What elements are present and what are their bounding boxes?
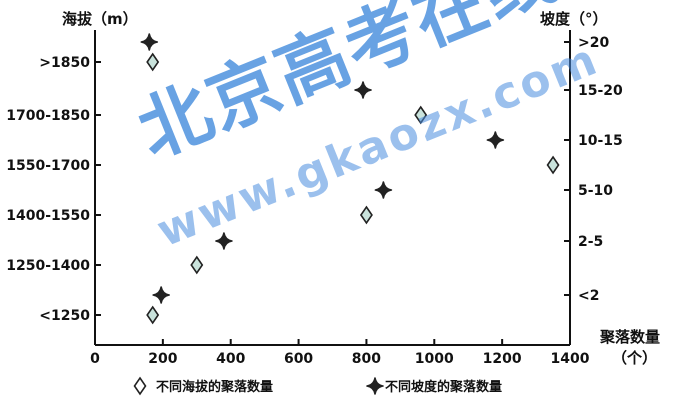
point-slope-2-5 <box>215 232 233 250</box>
point-altitude-1550-1700 <box>546 155 560 175</box>
y-right-tick-label: >20 <box>578 35 609 51</box>
legend-label: 不同坡度的聚落数量 <box>385 379 502 395</box>
legend-cross-marker <box>366 377 384 395</box>
point-altitude->1850 <box>146 52 160 72</box>
legend-diamond-marker <box>133 376 147 396</box>
y-left-tick-label: <1250 <box>39 308 90 324</box>
x-tick-label: 0 <box>90 351 100 367</box>
y-left-tick-label: 1400-1550 <box>6 208 90 224</box>
point-slope-10-15 <box>486 131 505 149</box>
point-slope-15-20 <box>354 81 372 99</box>
point-altitude-<1250 <box>146 305 160 325</box>
y-right-tick-label: 5-10 <box>578 183 613 199</box>
legend-label: 不同海拔的聚落数量 <box>156 379 273 395</box>
y-left-tick-label: 1700-1850 <box>6 108 90 124</box>
y-right-tick-label: <2 <box>578 288 599 304</box>
x-axis-unit: （个） <box>612 349 657 367</box>
y-right-tick-label: 10-15 <box>578 133 623 149</box>
x-tick-label: 1200 <box>483 351 522 367</box>
x-tick-label: 600 <box>284 351 313 367</box>
x-tick-label: 1000 <box>415 351 454 367</box>
y-left-tick-label: >1850 <box>39 55 90 71</box>
y-left-tick-label: 1550-1700 <box>6 158 90 174</box>
x-tick-label: 400 <box>216 351 245 367</box>
y-left-tick-label: 1250-1400 <box>6 258 90 274</box>
point-altitude-1400-1550 <box>359 205 373 225</box>
x-tick-label: 800 <box>352 351 381 367</box>
x-tick-label: 200 <box>148 351 177 367</box>
point-altitude-1700-1850 <box>414 105 428 125</box>
point-slope-<2 <box>152 286 170 304</box>
x-axis-title: 聚落数量 <box>599 328 660 346</box>
x-tick-label: 1400 <box>551 351 590 367</box>
point-altitude-1250-1400 <box>190 255 204 275</box>
point-slope->20 <box>140 33 159 51</box>
y-right-tick-label: 2-5 <box>578 234 603 250</box>
y-right-tick-label: 15-20 <box>578 83 623 99</box>
y-left-axis-title: 海拔（m） <box>62 10 138 28</box>
y-right-axis-title: 坡度（°） <box>540 10 608 28</box>
point-slope-5-10 <box>374 181 393 199</box>
